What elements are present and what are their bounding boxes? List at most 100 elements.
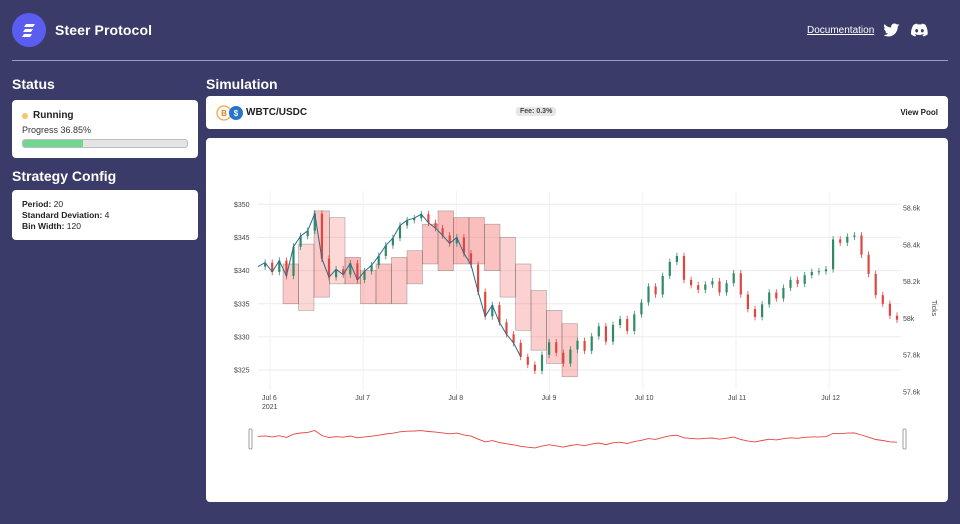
x-tick-label: Jul 12 [821, 395, 840, 402]
candle-body [285, 260, 288, 276]
candle-body [711, 281, 714, 285]
y-left-tick-label: $350 [234, 202, 250, 209]
y-right-axis-label: Ticks [930, 300, 937, 317]
candle-body [363, 271, 366, 280]
candle-body [704, 284, 707, 290]
candle-body [569, 349, 572, 364]
status-indicator-dot [22, 113, 28, 119]
candle-body [753, 309, 757, 318]
y-right-tick-label: 57.6k [903, 390, 921, 397]
candle-body [448, 235, 451, 244]
candle-body [846, 236, 849, 243]
candle-body [867, 254, 870, 274]
candle-body [839, 239, 842, 243]
pool-card: B $ WBTC/USDC Fee: 0.3% View Pool [206, 96, 948, 129]
candle-body [264, 262, 267, 267]
progress-text: Progress 36.85% [22, 125, 92, 135]
candle-body [810, 271, 813, 276]
candle-body [782, 287, 785, 299]
candle-body [498, 305, 501, 323]
candle-body [370, 265, 373, 272]
simulation-title: Simulation [206, 76, 278, 92]
range-bin [499, 237, 516, 298]
candle-body [320, 213, 323, 259]
candle-body [477, 264, 480, 292]
candle-body [768, 292, 771, 305]
view-pool-link[interactable]: View Pool [900, 108, 938, 117]
candle-body [398, 225, 402, 239]
x-tick-label: Jul 7 [355, 395, 370, 402]
range-bin [375, 263, 392, 305]
pool-name: WBTC/USDC [246, 107, 308, 118]
candle-body [604, 326, 607, 342]
x-tick-year: 2021 [262, 404, 278, 411]
candle-body [746, 294, 749, 310]
steer-logo-icon[interactable] [12, 13, 46, 47]
svg-text:$: $ [234, 109, 239, 118]
candle-body [675, 256, 678, 262]
candle-body [271, 262, 274, 272]
candle-body [406, 220, 409, 226]
brand-name[interactable]: Steer Protocol [55, 22, 153, 38]
candle-body [597, 326, 600, 337]
config-row-period: Period: 20 [22, 199, 63, 209]
candle-body [668, 261, 671, 276]
y-right-tick-label: 58.2k [903, 279, 921, 286]
candle-body [519, 342, 522, 357]
candle-body [732, 273, 735, 284]
candle-body [633, 314, 636, 331]
token-pair-icon: B $ [216, 105, 243, 121]
range-slider-handle-right [902, 428, 907, 450]
simulation-chart[interactable]: $350 $345 $340 $335 $330 $325 58.6k 58.4k 58.2k 5… [206, 138, 948, 502]
candle-body [292, 246, 295, 276]
range-bin [329, 217, 346, 285]
y-right-tick-label: 58.4k [903, 242, 921, 249]
candle-body [647, 286, 650, 303]
candle-body [526, 356, 529, 365]
candle-body [654, 286, 657, 295]
candle-body [661, 275, 664, 295]
candle-body [384, 245, 387, 257]
candle-body [342, 269, 345, 275]
documentation-link[interactable]: Documentation [807, 25, 875, 36]
config-label: Bin Width: [22, 221, 65, 231]
range-slider-series [257, 430, 898, 449]
config-row-bin-width: Bin Width: 120 [22, 221, 81, 231]
candle-body [775, 292, 778, 299]
range-bin [391, 257, 408, 305]
twitter-icon[interactable] [884, 23, 900, 37]
candle-body [413, 218, 416, 221]
candle-body [576, 340, 579, 350]
candle-body [356, 263, 359, 280]
candle-body [533, 364, 536, 371]
candle-body [682, 256, 686, 280]
y-right-tick-label: 57.8k [903, 353, 921, 360]
candle-body [611, 324, 615, 342]
range-bin [530, 290, 547, 351]
candle-body [881, 295, 884, 304]
fee-badge: Fee: 0.3% [516, 107, 557, 116]
range-bin [360, 270, 377, 305]
discord-icon[interactable] [911, 23, 928, 37]
x-tick-label: Jul 10 [635, 395, 654, 402]
candle-body [377, 256, 380, 266]
config-label: Standard Deviation: [22, 210, 103, 220]
candle-body [441, 228, 444, 236]
candle-body [306, 230, 309, 237]
x-tick-label: Jul 11 [728, 395, 746, 402]
strategy-config-card: Period: 20 Standard Deviation: 4 Bin Wid… [12, 190, 198, 240]
range-bin [437, 210, 454, 271]
candle-body [278, 260, 281, 272]
y-left-tick-label: $335 [234, 301, 250, 308]
status-label: Running [33, 110, 74, 121]
candle-body [853, 235, 856, 237]
status-card: Running Progress 36.85% [12, 100, 198, 158]
config-value: 4 [104, 210, 110, 220]
candle-body [484, 291, 487, 317]
candle-body [803, 275, 806, 284]
range-slider-handle-left [248, 428, 253, 450]
progress-bar-fill [23, 140, 84, 147]
candle-body [455, 237, 458, 244]
range-bin [515, 263, 532, 331]
header: Steer Protocol Documentation [0, 0, 960, 60]
